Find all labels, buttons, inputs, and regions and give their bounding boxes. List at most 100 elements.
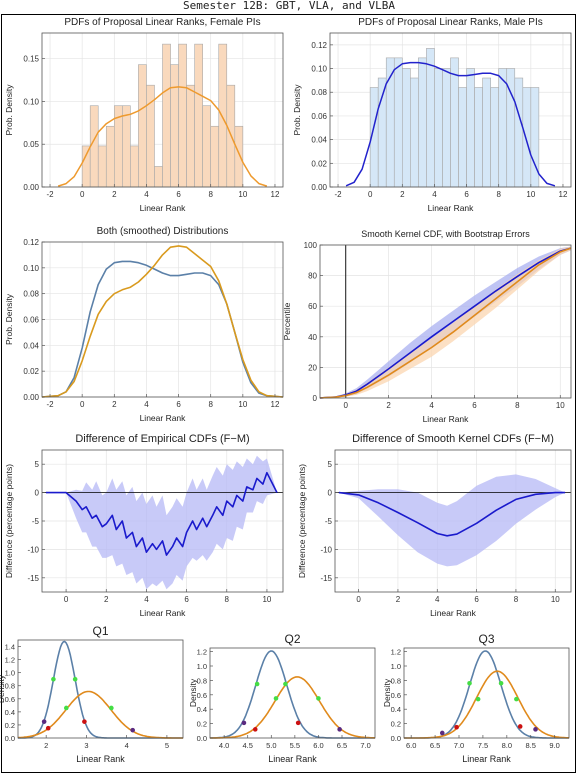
x-tick-label: 10	[238, 190, 247, 199]
histogram-bar	[458, 87, 467, 188]
x-tick-label: 3	[84, 741, 88, 750]
x-axis-label: Linear Rank	[268, 754, 317, 764]
y-tick-label: 0.8	[197, 676, 207, 685]
series-line	[41, 260, 284, 398]
x-tick-label: 4	[125, 741, 129, 750]
histogram-bar	[442, 68, 451, 188]
x-axis-label: Linear Rank	[140, 608, 187, 618]
y-tick-label: 0.2	[391, 720, 401, 729]
quantile-marker	[82, 719, 87, 724]
density-series-line	[404, 670, 569, 739]
quantile-marker	[454, 724, 459, 730]
y-tick-label: -5	[325, 517, 333, 526]
histogram-bar	[450, 57, 459, 188]
y-tick-label: 0.02	[311, 159, 327, 168]
y-tick-label: 1.0	[197, 662, 207, 671]
x-tick-label: 6	[472, 401, 477, 410]
x-tick-label: 8	[225, 595, 230, 604]
histogram-bar	[122, 105, 131, 188]
y-axis-label: Prob. Density	[4, 84, 14, 136]
quantile-marker	[283, 681, 288, 687]
series-line	[319, 247, 572, 399]
x-tick-label: -2	[46, 400, 54, 409]
x-tick-label: 8	[496, 190, 501, 199]
y-tick-label: 5	[328, 460, 333, 469]
x-tick-label: 8	[208, 190, 213, 199]
y-tick-label: 0.06	[311, 112, 327, 121]
x-tick-label: 4	[144, 190, 149, 199]
series-line	[338, 491, 566, 537]
histogram-bar	[210, 125, 220, 188]
y-tick-label: 20	[308, 363, 317, 372]
histogram-bar	[466, 68, 475, 188]
x-tick-label: 9.0	[549, 741, 559, 750]
chart-female-pdf: -2 0 2 4 6 8 10 12 0.00 0.05 0.10 0.15 PDFs of Propo…	[4, 17, 284, 213]
x-axis-label: Linear Rank	[462, 754, 511, 764]
x-tick-label: 6	[474, 595, 479, 604]
y-tick-label: 1.0	[5, 669, 15, 678]
x-tick-label: 6	[176, 400, 181, 409]
histogram-bar	[490, 87, 499, 188]
y-tick-label: 0.12	[311, 41, 327, 50]
chart-smooth-diff: 0 2 4 6 8 10 -15 -10 -5 0 5 Difference of Smooth Ke…	[297, 433, 572, 618]
x-tick-label: 0	[368, 190, 373, 199]
x-axis-label: Linear Rank	[430, 608, 477, 618]
quantile-marker	[439, 730, 445, 736]
chart-title: PDFs of Proposal Linear Ranks, Male PIs	[358, 17, 543, 28]
y-tick-label: 1.2	[5, 656, 15, 665]
error-band	[320, 246, 571, 398]
y-tick-label: 0.10	[23, 264, 39, 273]
y-axis-label: Difference (percentage points)	[4, 464, 14, 578]
histogram-bar	[194, 43, 203, 188]
y-tick-label: 0.12	[23, 238, 39, 247]
y-tick-label: 0	[313, 394, 318, 403]
quantile-marker	[63, 705, 69, 711]
x-tick-label: 2	[104, 595, 109, 604]
y-tick-label: 100	[304, 241, 318, 250]
histogram-bar	[418, 57, 427, 188]
histogram-bar	[105, 125, 115, 188]
y-tick-label: 0.2	[197, 720, 207, 729]
x-tick-label: 2	[44, 741, 48, 750]
x-tick-label: 6.0	[313, 741, 323, 750]
histogram-bar	[401, 68, 411, 188]
x-tick-label: 0	[356, 595, 361, 604]
histogram-bar	[162, 43, 171, 188]
histogram-bar	[474, 87, 483, 188]
y-tick-label: 0.15	[23, 55, 39, 64]
plot-frame	[41, 32, 284, 188]
x-tick-label: 4	[429, 401, 434, 410]
quantile-marker	[316, 696, 321, 701]
x-tick-label: 0	[80, 400, 85, 409]
x-tick-label: 10	[556, 401, 565, 410]
x-tick-label: 0	[80, 190, 85, 199]
y-tick-label: 0.08	[23, 290, 39, 299]
x-tick-label: 6.5	[430, 741, 440, 750]
x-tick-label: 6	[176, 190, 181, 199]
histogram-bar	[130, 145, 139, 188]
histogram-bar	[234, 125, 244, 188]
chart-title: PDFs of Proposal Linear Ranks, Female PI…	[64, 17, 260, 28]
chart-q3: 6.0 6.5 7.0 7.5 8.0 8.5 9.0 0.0 0.2 0.4 0.6 0.8 1.0 1…	[382, 632, 570, 764]
x-tick-label: 2	[386, 401, 391, 410]
x-tick-label: 12	[559, 190, 568, 199]
y-tick-label: 0.0	[5, 734, 15, 743]
quantile-marker	[130, 727, 135, 733]
y-tick-label: 0.10	[23, 97, 39, 106]
chart-title: Q3	[478, 632, 494, 646]
histogram-bar	[186, 84, 195, 188]
x-tick-label: 8.5	[526, 741, 536, 750]
x-tick-label: 0	[64, 595, 69, 604]
chart-title: Both (smoothed) Distributions	[97, 226, 229, 237]
x-tick-label: 8	[515, 401, 520, 410]
y-tick-label: 0.6	[5, 695, 15, 704]
y-tick-label: 0.2	[5, 721, 15, 730]
error-band	[338, 474, 566, 567]
x-tick-label: 5.5	[290, 741, 300, 750]
quantile-marker	[295, 720, 301, 726]
y-tick-label: 80	[308, 272, 317, 281]
histogram-bar	[482, 77, 491, 188]
x-tick-label: 10	[238, 400, 247, 409]
plot-frame	[329, 32, 572, 188]
